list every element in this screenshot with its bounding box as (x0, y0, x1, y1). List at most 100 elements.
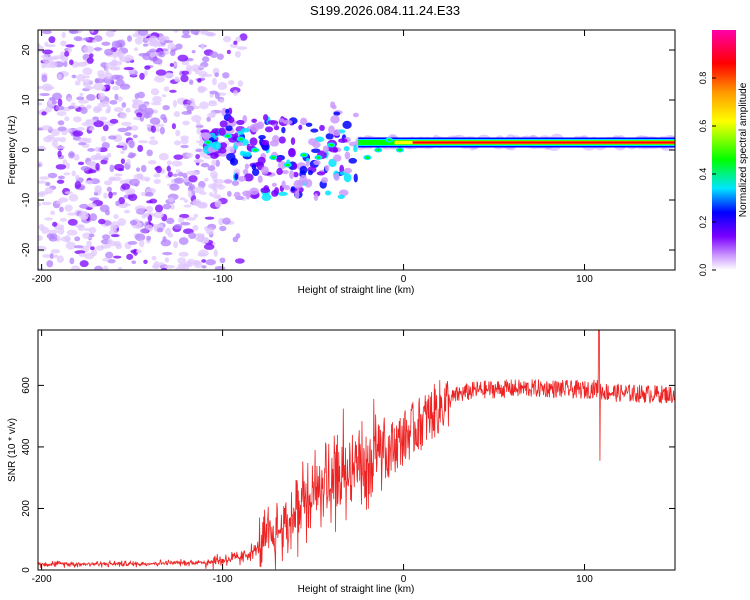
heat-blob (279, 118, 285, 123)
heat-blob (109, 164, 115, 173)
heat-blob (158, 153, 169, 161)
x-tick-label: 100 (576, 274, 593, 285)
heat-blob (101, 141, 110, 149)
heat-blob (42, 254, 52, 258)
heat-blob (151, 255, 157, 261)
heat-blob (223, 179, 233, 184)
heat-blob (100, 244, 111, 249)
heat-blob (244, 163, 250, 170)
heat-blob (56, 111, 67, 116)
heat-blob (152, 109, 159, 114)
heat-blob (343, 173, 352, 183)
heat-blob (65, 241, 76, 250)
heat-blob (73, 154, 80, 161)
heat-blob (193, 186, 205, 194)
heat-blob (154, 204, 164, 213)
heat-blob (219, 120, 228, 128)
heat-blob (84, 86, 95, 90)
heat-blob (263, 114, 269, 122)
heat-blob (146, 123, 152, 128)
heat-blob (128, 140, 135, 149)
heat-blob (124, 132, 132, 136)
heat-blob (57, 98, 63, 107)
heat-blob (107, 238, 113, 245)
heat-blob (69, 152, 75, 157)
heat-blob (39, 176, 50, 180)
heat-blob (112, 52, 118, 59)
heat-blob (258, 135, 266, 140)
heat-blob (299, 165, 308, 175)
heat-blob (200, 43, 205, 50)
heat-blob (159, 126, 165, 135)
heat-blob (77, 161, 85, 166)
spectrogram-heatmap (38, 30, 675, 270)
heat-blob (86, 119, 97, 123)
heat-blob (57, 120, 65, 126)
heat-blob (231, 180, 240, 186)
heat-blob (49, 253, 54, 260)
heat-blob (105, 30, 115, 38)
heat-blob (74, 236, 81, 242)
heat-blob (117, 127, 128, 133)
heat-blob (342, 120, 352, 129)
x-tick-label: -200 (32, 274, 52, 285)
heat-blob (208, 101, 218, 107)
heat-blob (238, 137, 243, 141)
heat-blob (232, 236, 239, 243)
y-tick-label: -20 (21, 242, 32, 257)
heat-blob (76, 96, 85, 101)
heat-blob (227, 190, 232, 197)
heat-blob (183, 204, 192, 208)
heat-blob (108, 176, 117, 181)
heat-blob (138, 239, 145, 248)
heat-blob (233, 191, 241, 198)
heat-blob (175, 169, 181, 174)
heat-blob (117, 266, 123, 270)
heat-blob (138, 103, 148, 112)
heat-blob (338, 138, 348, 143)
heat-blob (144, 192, 154, 197)
snr-x-ticks: -200 -100 0 100 (32, 330, 593, 585)
y-tick-label: 0 (21, 147, 32, 153)
y-tick-label: 400 (21, 438, 32, 455)
heat-blob (102, 258, 110, 262)
heat-blob (107, 135, 117, 140)
heat-blob (137, 30, 149, 36)
heat-blob (298, 124, 303, 130)
heat-blob (127, 240, 138, 245)
heat-blob (109, 100, 118, 105)
heat-blob (67, 105, 76, 110)
heat-blob (93, 192, 99, 196)
heat-blob (243, 173, 254, 182)
heat-blob (169, 89, 177, 93)
heat-blob (333, 129, 341, 137)
x-tick-label: -200 (32, 574, 52, 585)
heat-blob (205, 227, 214, 235)
heat-blob (158, 262, 165, 266)
y-tick-label: 200 (21, 500, 32, 517)
heat-blob (114, 66, 121, 71)
heat-blob (226, 134, 231, 138)
colorbar-tick-label: 0.0 (698, 264, 708, 277)
heat-blob (45, 181, 51, 187)
heat-blob (117, 96, 123, 102)
heat-blob (133, 47, 139, 52)
heat-blob (44, 217, 53, 221)
heat-blob (115, 200, 120, 207)
heat-blob (67, 212, 76, 216)
heat-blob (203, 177, 209, 182)
heat-blob (305, 122, 313, 127)
heat-blob (305, 160, 310, 167)
heat-blob (67, 218, 78, 226)
heat-blob (48, 36, 56, 44)
heat-blob (131, 260, 137, 265)
heat-blob (87, 137, 92, 144)
heat-blob (57, 175, 65, 180)
heat-blob (164, 264, 175, 269)
heat-blob (44, 86, 55, 90)
heat-blob (89, 162, 97, 169)
heat-blob (311, 148, 321, 153)
heat-blob (175, 266, 183, 270)
heat-blob (62, 159, 67, 166)
